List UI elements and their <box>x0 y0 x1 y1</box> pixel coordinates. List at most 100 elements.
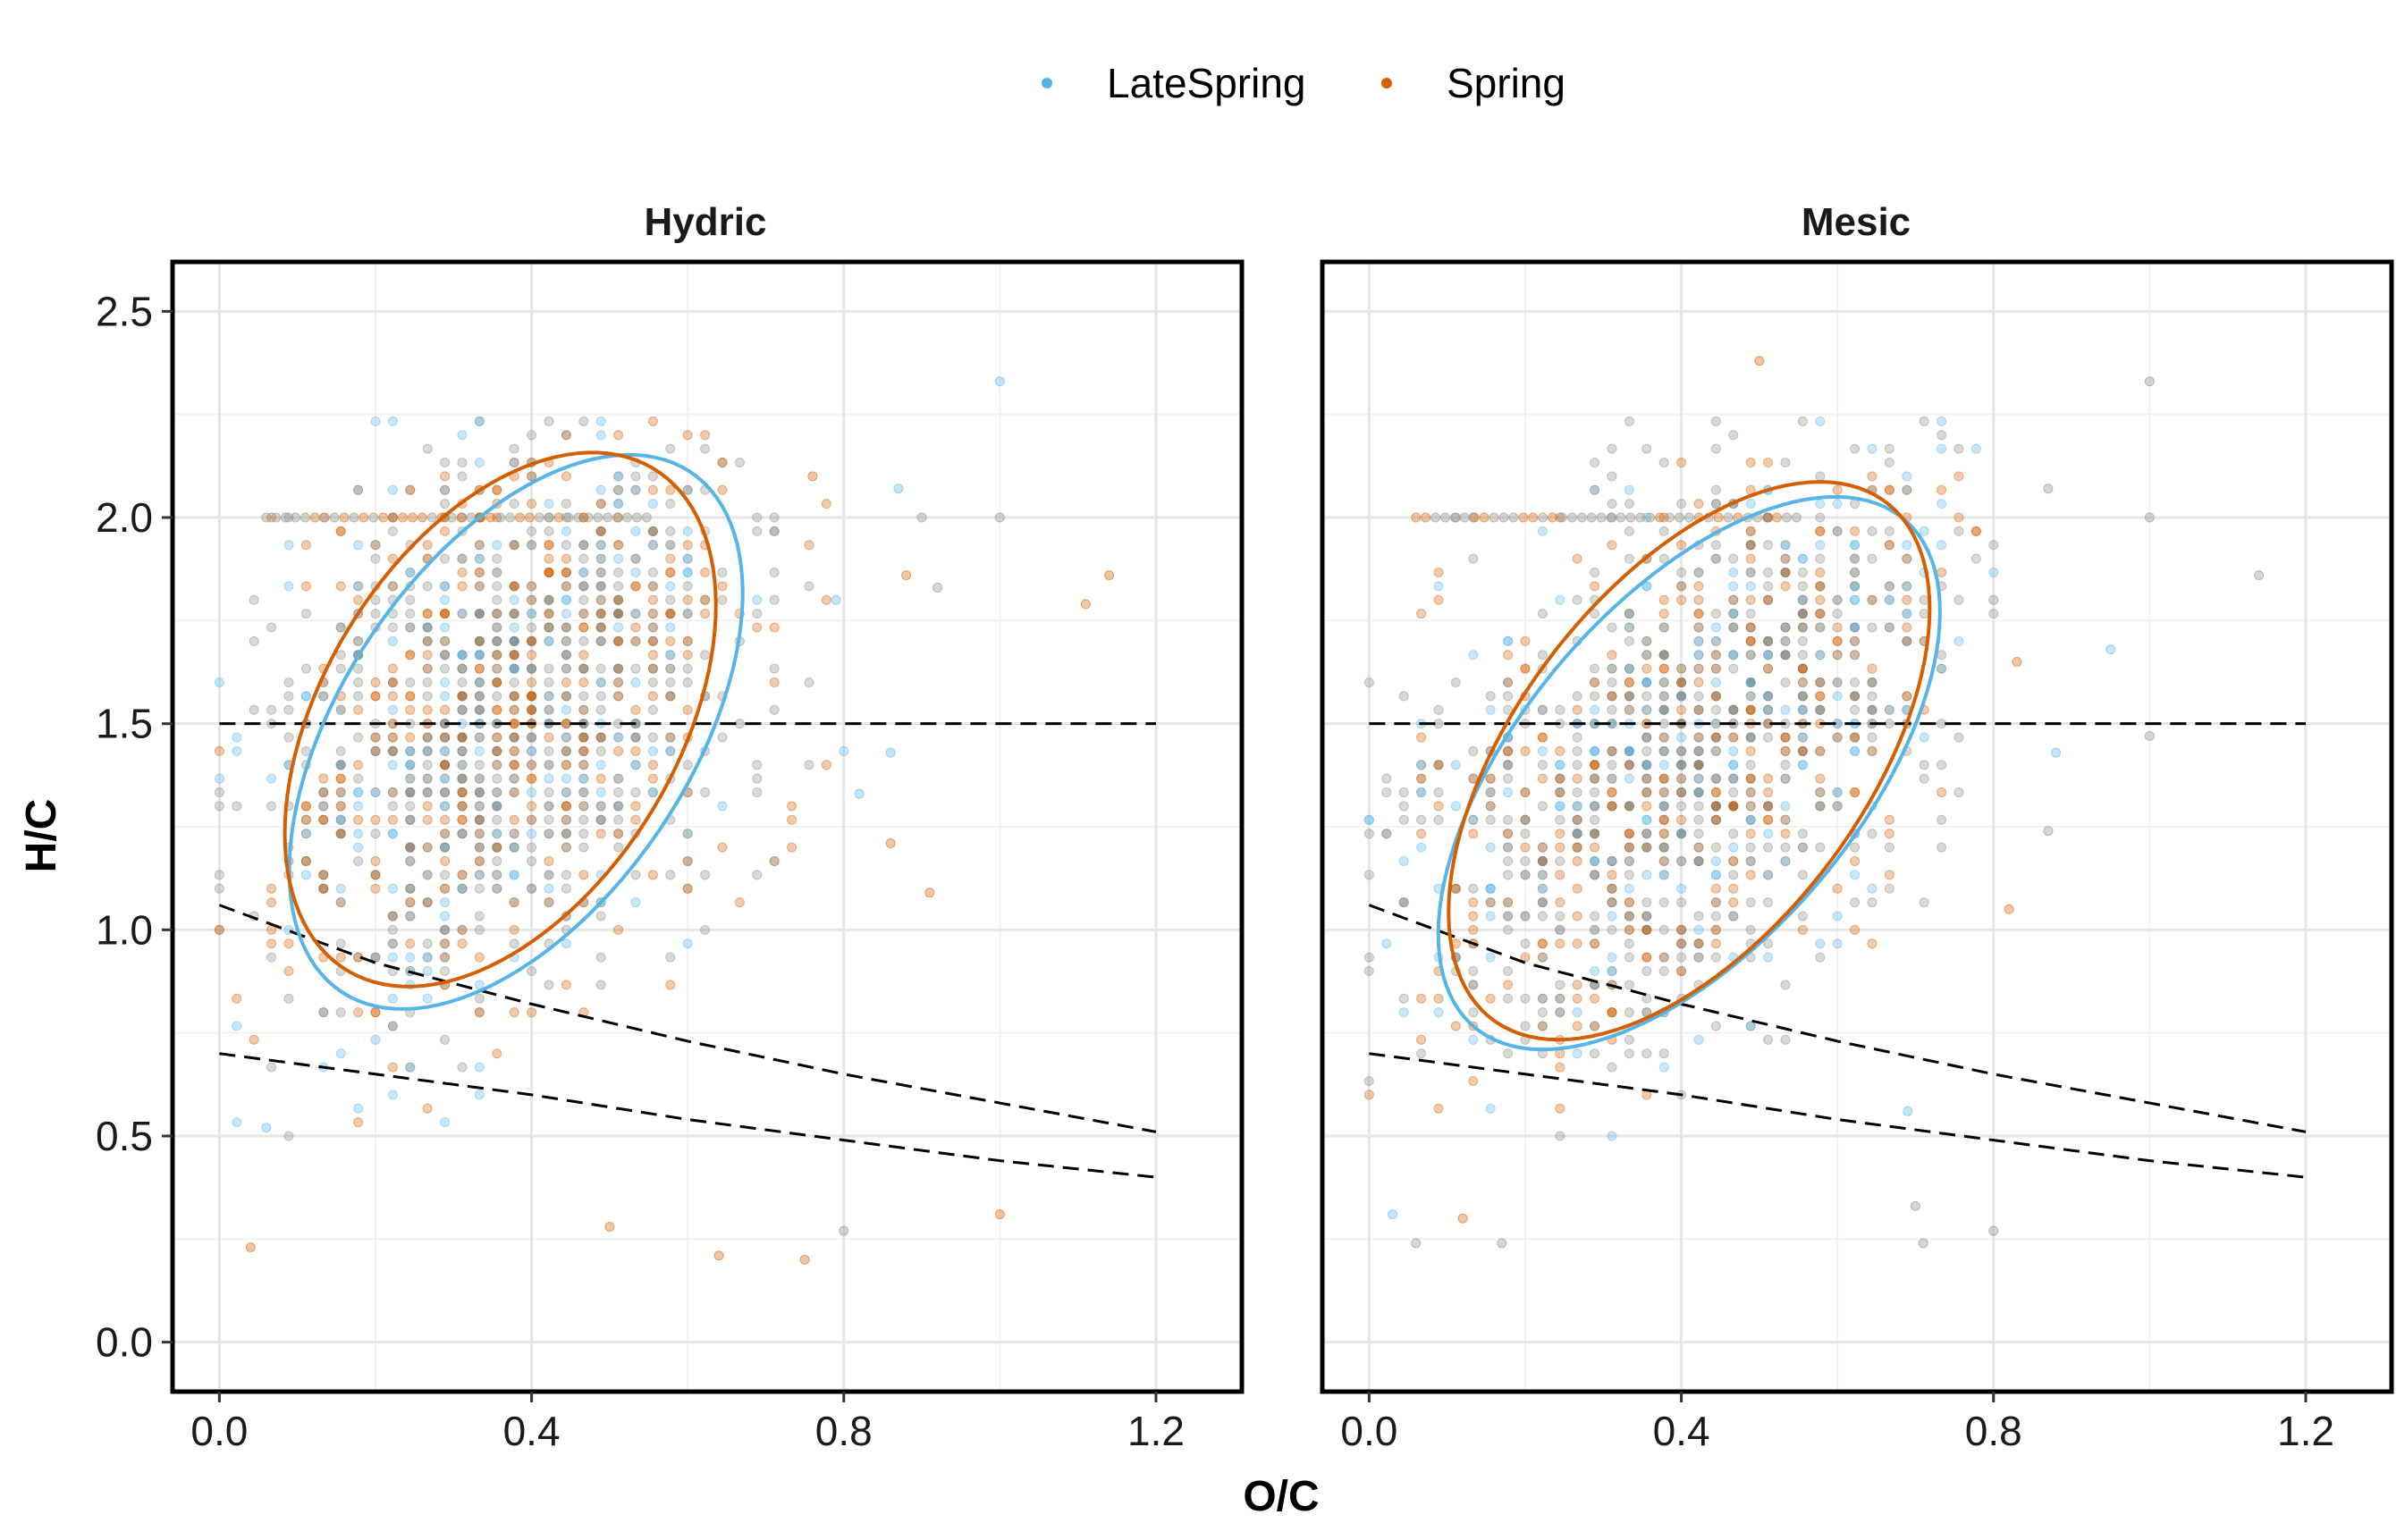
data-point <box>457 814 468 825</box>
data-point <box>266 1062 277 1073</box>
data-point <box>353 540 364 551</box>
data-point <box>544 870 554 880</box>
data-point <box>1780 732 1791 743</box>
data-point <box>1641 760 1652 770</box>
data-point <box>821 499 831 509</box>
data-point <box>387 635 398 646</box>
data-point <box>1850 732 1861 743</box>
data-point <box>1728 704 1739 715</box>
data-point <box>1658 842 1669 853</box>
data-point <box>509 663 519 674</box>
data-point <box>1710 635 1721 646</box>
data-point <box>1797 732 1808 743</box>
data-point <box>717 568 728 578</box>
data-point <box>1797 760 1808 770</box>
data-point <box>1815 609 1826 619</box>
data-point <box>232 993 242 1004</box>
data-point <box>1388 1209 1398 1220</box>
data-point <box>405 650 416 661</box>
data-point <box>1710 609 1721 619</box>
data-point <box>1745 773 1756 784</box>
data-point <box>1780 855 1791 866</box>
data-point <box>335 650 346 661</box>
data-point <box>1624 924 1634 935</box>
data-point <box>527 773 537 784</box>
data-point <box>1745 594 1756 605</box>
data-point <box>1607 801 1617 812</box>
data-point <box>544 622 554 633</box>
data-point <box>1728 663 1739 674</box>
data-point <box>544 980 554 990</box>
data-point <box>1884 704 1894 715</box>
data-point <box>1555 829 1565 839</box>
data-point <box>1381 829 1392 839</box>
data-point <box>1433 719 1444 729</box>
data-point <box>613 594 624 605</box>
data-point <box>578 622 589 633</box>
data-point <box>1745 1021 1756 1031</box>
data-point <box>1658 663 1669 674</box>
data-point <box>578 581 589 592</box>
data-point <box>561 609 571 619</box>
data-point <box>916 512 927 523</box>
data-point <box>405 609 416 619</box>
data-point <box>1658 855 1669 866</box>
data-point <box>1503 829 1514 839</box>
data-point <box>422 609 433 619</box>
data-point <box>1797 732 1808 743</box>
data-point <box>595 609 606 619</box>
data-point <box>1468 650 1479 661</box>
data-point <box>1763 663 1774 674</box>
data-point <box>353 814 364 825</box>
data-point <box>474 609 485 619</box>
data-point <box>1728 553 1739 564</box>
data-point <box>1884 814 1894 825</box>
x-tick-label: 0.4 <box>503 1408 561 1454</box>
data-point <box>1624 609 1634 619</box>
data-point <box>1590 855 1600 866</box>
y-tick-label: 0.0 <box>96 1319 153 1366</box>
data-point <box>440 732 451 743</box>
data-point <box>440 458 451 468</box>
data-point <box>527 745 537 756</box>
data-point <box>1763 594 1774 605</box>
data-point <box>665 677 676 688</box>
data-point <box>717 458 728 468</box>
data-point <box>1658 1048 1669 1059</box>
data-point <box>1658 732 1669 743</box>
data-point <box>1520 814 1531 825</box>
data-point <box>1919 526 1929 536</box>
data-point <box>1459 512 1470 523</box>
data-point <box>474 540 485 551</box>
data-point <box>1763 829 1774 839</box>
data-point <box>1832 787 1843 798</box>
data-point <box>595 980 606 990</box>
data-point <box>457 663 468 674</box>
data-point <box>1902 553 1912 564</box>
data-point <box>214 773 224 784</box>
data-point <box>1508 512 1519 523</box>
data-point <box>1728 911 1739 921</box>
data-point <box>665 443 676 454</box>
data-point <box>422 897 433 908</box>
data-point <box>405 691 416 702</box>
data-point <box>440 787 451 798</box>
data-point <box>1710 801 1721 812</box>
data-point <box>544 553 554 564</box>
data-point <box>405 787 416 798</box>
data-point <box>232 732 242 743</box>
data-point <box>1780 842 1791 853</box>
data-point <box>440 499 451 509</box>
data-point <box>1676 691 1687 702</box>
data-point <box>665 622 676 633</box>
data-point <box>1607 773 1617 784</box>
data-point <box>457 773 468 784</box>
data-point <box>492 801 502 812</box>
data-point <box>1763 801 1774 812</box>
data-point <box>474 814 485 825</box>
data-point <box>492 568 502 578</box>
data-point <box>595 760 606 770</box>
data-point <box>335 897 346 908</box>
data-point <box>1745 814 1756 825</box>
data-point <box>1832 484 1843 495</box>
